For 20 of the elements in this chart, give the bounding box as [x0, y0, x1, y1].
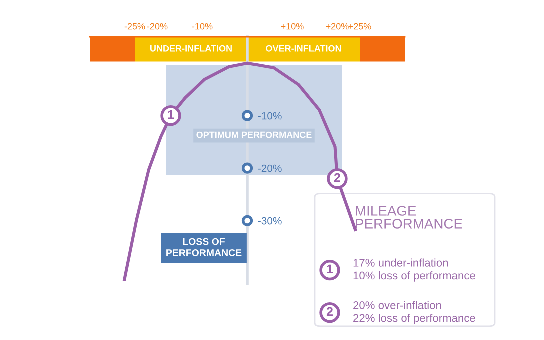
- y-tick-label: -20%: [258, 164, 282, 172]
- x-tick-label: +25%: [348, 23, 372, 30]
- text: 1: [327, 264, 334, 274]
- x-tick-label: +20%: [326, 23, 349, 30]
- annotation: 2: [334, 173, 340, 182]
- annotation: 17% under-inflation 10% loss of performance: [354, 258, 476, 282]
- band-label: OVER-INFLATION: [266, 45, 342, 52]
- y-tick-label: -10%: [258, 112, 282, 120]
- x-tick-label: +10%: [281, 23, 304, 30]
- annotation: 1: [168, 110, 174, 120]
- text: 20% over-inflation 22% loss of performance: [354, 301, 476, 324]
- x-tick-label: -25%: [124, 23, 146, 30]
- text: 2: [326, 307, 333, 316]
- annotation: LOSS OF PERFORMANCE: [166, 238, 242, 256]
- y-tick-label: -30%: [258, 217, 282, 225]
- x-tick-label: -10%: [192, 23, 213, 30]
- band-label: UNDER-INFLATION: [150, 45, 232, 52]
- x-tick-label: -20%: [147, 23, 168, 30]
- annotation: MILEAGE PERFORMANCE: [356, 206, 462, 229]
- band-label: OPTIMUM PERFORMANCE: [196, 132, 312, 138]
